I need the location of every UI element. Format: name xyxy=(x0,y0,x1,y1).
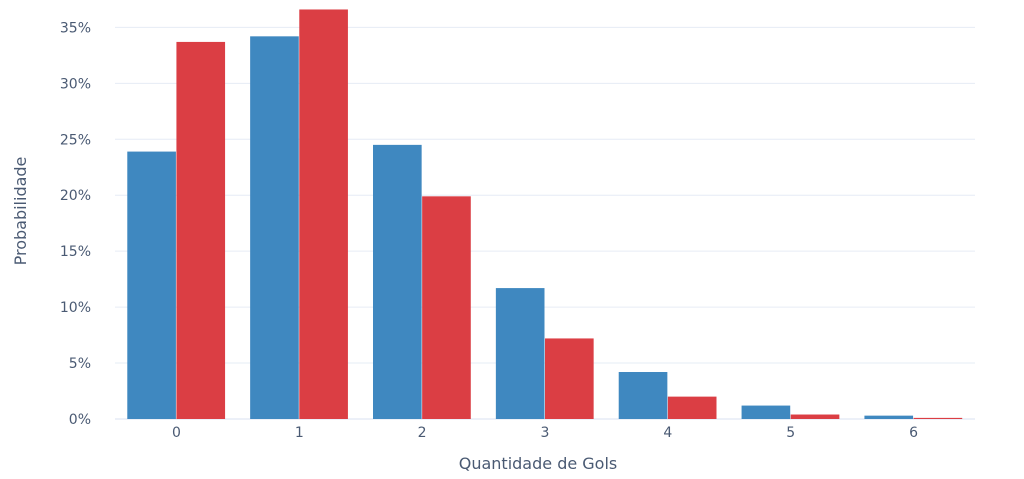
bar-series-2-6 xyxy=(913,417,963,419)
x-tick-label: 5 xyxy=(786,425,795,441)
y-tick-label: 5% xyxy=(69,356,91,372)
bar-series-1-1 xyxy=(250,36,299,419)
bar-series-1-3 xyxy=(495,288,545,419)
x-tick-label: 4 xyxy=(663,425,672,441)
bar-series-1-5 xyxy=(741,405,791,419)
x-axis-title: Quantidade de Gols xyxy=(459,454,618,473)
bar-series-1-2 xyxy=(373,144,422,419)
y-tick-label: 30% xyxy=(60,76,91,92)
x-tick-label: 0 xyxy=(172,425,181,441)
bar-series-2-4 xyxy=(667,396,717,419)
bar-series-2-3 xyxy=(545,338,594,419)
bar-series-2-1 xyxy=(299,9,348,419)
bar-series-2-5 xyxy=(790,414,840,419)
y-tick-label: 20% xyxy=(60,188,91,204)
y-tick-label: 25% xyxy=(60,132,91,148)
bar-series-1-0 xyxy=(127,151,176,420)
x-axis-ticks: 0 1 2 3 4 5 6 xyxy=(172,425,918,441)
x-tick-label: 1 xyxy=(295,425,304,441)
bar-series-2-2 xyxy=(422,196,471,419)
bar-series-1-4 xyxy=(618,372,668,419)
y-tick-label: 15% xyxy=(60,244,91,260)
y-tick-label: 0% xyxy=(69,412,91,428)
bar-series-2-0 xyxy=(176,41,226,420)
y-axis-ticks: 0% 5% 10% 15% 20% 25% 30% 35% xyxy=(60,20,91,428)
x-tick-label: 6 xyxy=(909,425,918,441)
bars xyxy=(127,9,963,420)
y-axis-title: Probabilidade xyxy=(11,157,30,266)
x-tick-label: 2 xyxy=(418,425,427,441)
y-tick-label: 35% xyxy=(60,20,91,36)
bar-series-1-6 xyxy=(864,415,914,419)
y-tick-label: 10% xyxy=(60,300,91,316)
x-tick-label: 3 xyxy=(541,425,550,441)
